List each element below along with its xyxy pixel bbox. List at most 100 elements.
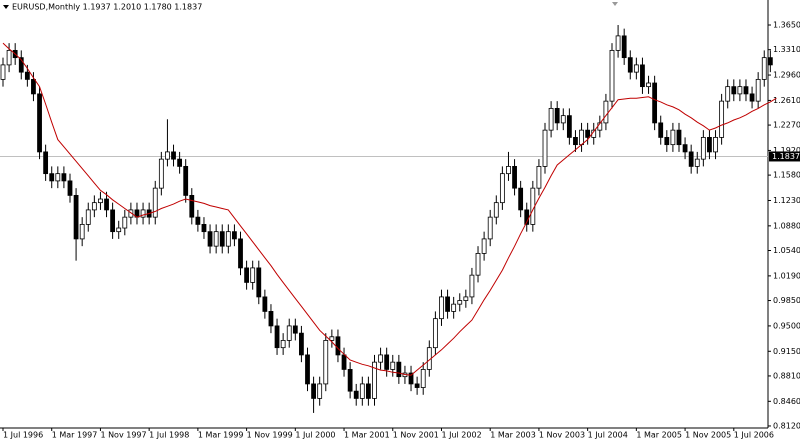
candle-body: [152, 187, 158, 218]
candle-body: [24, 71, 30, 80]
candle-body: [560, 115, 566, 124]
candle-body: [195, 216, 201, 225]
candle-body: [250, 267, 256, 283]
candle-body: [518, 187, 524, 211]
candle-body: [658, 122, 664, 138]
candle-body: [165, 151, 170, 160]
candle-body: [292, 325, 298, 334]
x-tick-label: 1 Nov 1997: [100, 431, 146, 440]
candle-body: [725, 86, 731, 102]
candle-body: [189, 195, 195, 218]
candle-body: [18, 57, 24, 73]
candle-body: [104, 198, 109, 211]
candle-body: [268, 311, 274, 327]
candle-body: [183, 166, 189, 196]
candle-body: [359, 383, 365, 399]
x-tick-label: 1 Mar 2003: [490, 431, 536, 440]
candle-body: [487, 216, 493, 240]
candle-body: [122, 216, 128, 229]
candle-body: [158, 158, 164, 189]
y-tick-label: 1.1580: [773, 171, 800, 180]
candle-body: [512, 166, 517, 189]
candle-body: [603, 100, 609, 124]
candle-body: [365, 383, 371, 399]
candle-body: [225, 231, 231, 247]
candle-body: [646, 82, 651, 88]
candle-body: [213, 231, 219, 247]
y-tick-label: 1.2960: [773, 71, 800, 80]
candle-body: [0, 64, 6, 80]
candle-body: [451, 303, 457, 312]
candle-body: [676, 129, 682, 146]
y-tick-label: 0.9500: [773, 321, 800, 330]
candle-body: [67, 180, 73, 196]
candle-body: [621, 35, 627, 59]
candle-body: [128, 209, 134, 218]
candle-body: [274, 325, 280, 349]
candle-body: [463, 296, 469, 301]
y-tick-label: 1.0880: [773, 221, 800, 230]
candle-body: [713, 136, 718, 153]
candle-body: [98, 198, 103, 204]
candle-body: [335, 336, 341, 356]
candle-body: [201, 224, 207, 233]
candle-body: [171, 151, 176, 160]
x-tick-label: 1 Nov 2001: [393, 431, 439, 440]
candle-body: [475, 253, 481, 276]
candle-body: [110, 209, 116, 233]
candle-body: [177, 158, 183, 167]
candle-body: [414, 383, 420, 388]
y-tick-label: 1.0190: [773, 271, 800, 280]
menu-arrow[interactable]: [3, 5, 9, 9]
x-tick-label: 1 Jul 1998: [149, 431, 189, 440]
candle-body: [432, 318, 438, 349]
candle-body: [731, 86, 737, 95]
candle-body: [408, 372, 414, 385]
candle-body: [688, 151, 694, 167]
y-tick-label: 1.1920: [773, 146, 800, 155]
candle-body: [664, 136, 670, 146]
x-tick-label: 1 Nov 2005: [685, 431, 731, 440]
candle-body: [305, 354, 310, 385]
x-tick-label: 1 Jul 2000: [295, 431, 335, 440]
candle-body: [396, 361, 402, 378]
y-tick-label: 1.3650: [773, 21, 800, 30]
candle-body: [256, 267, 262, 298]
price-label: 1.1837: [772, 152, 800, 161]
y-tick-label: 1.2270: [773, 121, 800, 130]
candle-body: [347, 369, 353, 392]
candle-body: [73, 195, 79, 240]
candle-body: [469, 274, 475, 298]
candle-body: [633, 64, 639, 73]
x-tick-label: 1 Jul 1996: [3, 431, 43, 440]
x-tick-label: 1 Jul 2006: [734, 431, 774, 440]
candle-body: [707, 136, 712, 153]
candle-body: [262, 296, 268, 312]
candle-body: [232, 231, 237, 240]
price-label-box: [769, 151, 800, 162]
candle-body: [439, 296, 444, 320]
candle-body: [767, 57, 773, 66]
candle-body: [585, 129, 591, 138]
candle-body: [536, 166, 542, 189]
candle-body: [694, 158, 700, 167]
candle-body: [116, 227, 122, 233]
candle-body: [140, 209, 146, 218]
y-tick-label: 1.0540: [773, 246, 800, 255]
candle-body: [554, 107, 560, 124]
candle-body: [609, 49, 615, 102]
candle-body: [280, 340, 286, 349]
x-tick-label: 1 Mar 2005: [636, 431, 682, 440]
candle-body: [743, 86, 749, 95]
candle-body: [700, 136, 706, 160]
candle-body: [238, 238, 243, 269]
candle-body: [652, 82, 658, 124]
candle-body: [573, 136, 578, 146]
candle-body: [85, 209, 91, 225]
chart-title: EURUSD,Monthly 1.1937 1.2010 1.1780 1.18…: [12, 3, 202, 12]
candle-body: [384, 354, 390, 370]
candle-body: [761, 57, 767, 80]
shift-marker: [612, 2, 618, 6]
candle-body: [579, 129, 584, 146]
candle-body: [499, 173, 505, 204]
